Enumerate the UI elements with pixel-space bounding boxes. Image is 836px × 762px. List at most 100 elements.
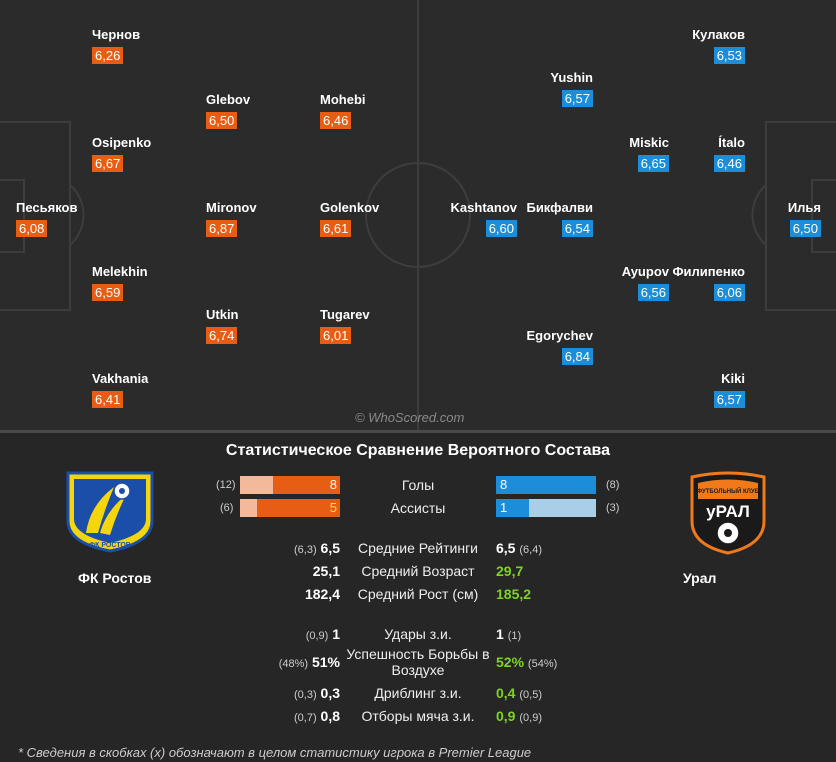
player-name: Бикфалви — [526, 200, 593, 215]
home-stat: 25,1 — [312, 563, 340, 579]
home-logo-text: ФК РОСТОВ — [89, 542, 131, 549]
assists-row: (6) 5 Ассисты 1 (3) — [0, 499, 836, 519]
away-value: 1 — [500, 500, 508, 515]
away-stat: 52% (54%) — [496, 654, 558, 670]
player-name: Чернов — [92, 27, 141, 42]
home-stat: (48%) 51% — [278, 654, 340, 670]
home-bar-fill — [273, 476, 340, 494]
player-rating: 6,53 — [713, 47, 745, 64]
away-value: 8 — [500, 477, 508, 492]
player-name: Egorychev — [526, 328, 593, 343]
home-player[interactable]: Osipenko 6,67 — [92, 135, 202, 173]
away-stat: 29,7 — [496, 563, 524, 579]
home-player[interactable]: Чернов 6,26 — [92, 27, 202, 65]
stat-label: Отборы мяча з.и. — [361, 708, 475, 724]
player-name: Vakhania — [92, 371, 149, 386]
player-rating: 6,26 — [92, 47, 124, 64]
home-player[interactable]: Песьяков 6,08 — [16, 200, 126, 238]
player-rating: 6,57 — [713, 391, 745, 408]
home-player[interactable]: Mironov 6,87 — [206, 200, 316, 238]
home-stat: (0,9) 1 — [305, 626, 340, 642]
away-stat: 0,9 (0,9) — [496, 708, 542, 724]
home-player[interactable]: Vakhania 6,41 — [92, 371, 202, 409]
player-name: Kiki — [721, 371, 745, 386]
player-rating: 6,46 — [320, 112, 352, 129]
home-total: (6) — [220, 502, 234, 514]
home-value: 8 — [329, 477, 337, 492]
footnote: * Сведения в скобках (x) обозначают в це… — [18, 745, 532, 760]
player-rating: 6,50 — [206, 112, 238, 129]
player-rating: 6,67 — [92, 155, 124, 172]
home-bar-fill — [257, 499, 340, 517]
away-player[interactable]: Miskic 6,65 — [559, 135, 669, 173]
home-team-logo: ФК РОСТОВ — [66, 471, 154, 553]
player-rating: 6,41 — [92, 391, 124, 408]
stat-label: Удары з.и. — [384, 626, 452, 642]
player-name: Kashtanov — [450, 200, 517, 215]
player-name: Кулаков — [692, 27, 745, 42]
away-player[interactable]: Филипенко 6,06 — [635, 264, 745, 302]
away-team-name[interactable]: Урал — [683, 570, 717, 586]
home-player[interactable]: Mohebi 6,46 — [320, 92, 430, 130]
bar-label: Голы — [401, 477, 435, 493]
player-name: Melekhin — [92, 264, 148, 279]
goals-row: (12) 8 Голы 8 (8) — [0, 476, 836, 496]
pitch-lines — [0, 0, 836, 430]
away-bar-fill — [496, 476, 596, 494]
away-player[interactable]: Кулаков 6,53 — [635, 27, 745, 65]
away-bar: 8 — [496, 476, 596, 494]
player-rating: 6,65 — [637, 155, 669, 172]
player-rating: 6,74 — [206, 327, 238, 344]
bar-label: Ассисты — [390, 500, 446, 516]
home-player[interactable]: Melekhin 6,59 — [92, 264, 202, 302]
player-rating: 6,84 — [561, 348, 593, 365]
player-rating: 6,06 — [713, 284, 745, 301]
player-rating: 6,61 — [320, 220, 352, 237]
away-player[interactable]: Yushin 6,57 — [483, 70, 593, 108]
away-player[interactable]: Kashtanov 6,60 — [407, 200, 517, 238]
away-player[interactable]: Ayupov 6,56 — [559, 264, 669, 302]
away-bar-fill — [496, 499, 529, 517]
home-player[interactable]: Glebov 6,50 — [206, 92, 316, 130]
away-player[interactable]: Egorychev 6,84 — [483, 328, 593, 366]
home-value: 5 — [329, 500, 337, 515]
home-stat: (0,3) 0,3 — [294, 685, 340, 701]
player-name: Песьяков — [16, 200, 78, 215]
player-rating: 6,87 — [206, 220, 238, 237]
player-name: Филипенко — [672, 264, 745, 279]
away-logo-small: ФУТБОЛЬНЫЙ КЛУБ — [697, 487, 759, 495]
away-player[interactable]: Kiki 6,57 — [635, 371, 745, 409]
away-stat: 185,2 — [496, 586, 532, 602]
away-player[interactable]: Ítalo 6,46 — [635, 135, 745, 173]
away-stat: 6,5 (6,4) — [496, 540, 542, 556]
home-player[interactable]: Utkin 6,74 — [206, 307, 316, 345]
home-player[interactable]: Tugarev 6,01 — [320, 307, 430, 345]
away-stat: 1 (1) — [496, 626, 522, 642]
player-name: Илья — [787, 200, 821, 215]
home-player[interactable]: Golenkov 6,61 — [320, 200, 430, 238]
away-player[interactable]: Бикфалви 6,54 — [483, 200, 593, 238]
away-player[interactable]: Илья 6,50 — [711, 200, 821, 238]
player-rating: 6,59 — [92, 284, 124, 301]
home-total: (12) — [216, 479, 236, 491]
player-rating: 6,08 — [16, 220, 48, 237]
home-stat: (6,3) 6,5 — [294, 540, 340, 556]
home-stat: (0,7) 0,8 — [294, 708, 340, 724]
stat-row-aerial: (48%) 51% Успешность Борьбы в Воздухе 52… — [0, 646, 836, 682]
player-name: Osipenko — [92, 135, 152, 150]
player-name: Mohebi — [320, 92, 366, 107]
home-team-name[interactable]: ФК Ростов — [78, 570, 152, 586]
player-name: Glebov — [206, 92, 251, 107]
player-rating: 6,54 — [561, 220, 593, 237]
player-name: Miskic — [629, 135, 669, 150]
away-total: (3) — [606, 502, 620, 514]
away-bar: 1 — [496, 499, 596, 517]
home-bar: 8 — [240, 476, 340, 494]
watermark: © WhoScored.com — [355, 410, 465, 425]
stat-label: Успешность Борьбы в Воздухе — [346, 646, 490, 678]
player-name: Tugarev — [320, 307, 370, 322]
player-name: Ítalo — [718, 135, 745, 150]
player-name: Mironov — [206, 200, 257, 215]
stat-label: Средние Рейтинги — [358, 540, 478, 556]
player-rating: 6,50 — [789, 220, 821, 237]
